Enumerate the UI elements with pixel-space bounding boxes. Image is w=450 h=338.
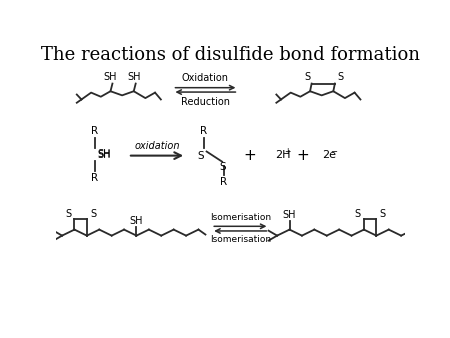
Text: S: S (379, 209, 386, 219)
Text: SH: SH (127, 72, 140, 82)
Text: oxidation: oxidation (134, 141, 180, 151)
Text: S: S (304, 72, 310, 82)
Text: The reactions of disulfide bond formation: The reactions of disulfide bond formatio… (41, 46, 420, 64)
Text: R: R (91, 173, 99, 183)
Text: +: + (243, 148, 256, 163)
Text: 2e: 2e (322, 150, 336, 160)
Text: Oxidation: Oxidation (182, 73, 229, 83)
Text: S: S (220, 162, 226, 172)
Text: R: R (200, 126, 207, 136)
Text: S: S (355, 209, 361, 219)
Text: Reduction: Reduction (181, 97, 230, 107)
Text: −: − (331, 147, 338, 156)
Text: S: S (197, 151, 204, 161)
Text: R: R (91, 126, 99, 136)
Text: S: S (90, 209, 96, 219)
Text: SH: SH (283, 210, 296, 220)
Text: +: + (296, 148, 309, 163)
Text: 2H: 2H (275, 150, 291, 160)
Text: S: S (337, 72, 343, 82)
Text: SH: SH (104, 72, 117, 82)
Text: Isomerisation: Isomerisation (210, 235, 271, 244)
Text: +: + (284, 147, 291, 156)
Text: R: R (220, 177, 227, 187)
Text: SH: SH (97, 150, 110, 160)
Text: SH: SH (97, 149, 110, 159)
Text: S: S (65, 209, 72, 219)
Text: Isomerisation: Isomerisation (210, 213, 271, 222)
Text: SH: SH (130, 216, 143, 226)
